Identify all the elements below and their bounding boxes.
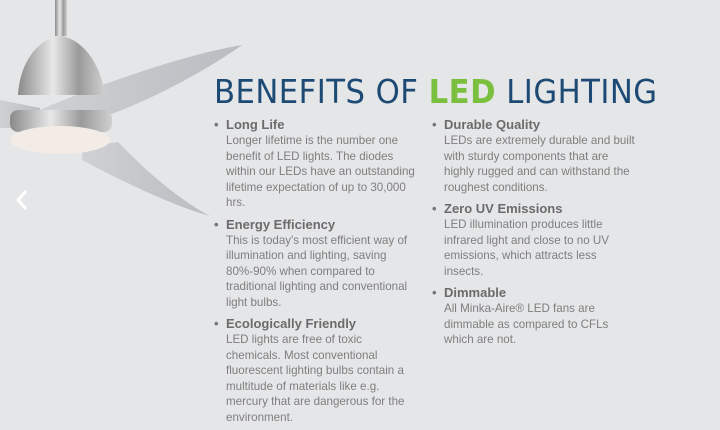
benefit-heading: Zero UV Emissions — [432, 200, 637, 217]
chevron-left-icon — [15, 190, 28, 210]
title-suffix: LIGHTING — [496, 72, 658, 111]
ceiling-fan-image — [0, 0, 242, 216]
benefit-text: LEDs are extremely durable and built wit… — [444, 134, 635, 194]
benefit-heading: Durable Quality — [432, 116, 637, 133]
benefit-text: All Minka-Aire® LED fans are dimmable as… — [444, 302, 609, 346]
benefit-text: LED illumination produces little infrare… — [444, 218, 609, 278]
benefit-heading: Energy Efficiency — [214, 216, 419, 233]
benefit-heading: Long Life — [214, 116, 419, 133]
benefit-text: This is today's most efficient way of il… — [226, 233, 408, 309]
page-title: BENEFITS OF LED LIGHTING — [214, 72, 658, 111]
benefit-heading: Dimmable — [432, 284, 637, 301]
benefit-text: LED lights are free of toxic chemicals. … — [226, 333, 405, 424]
benefit-heading: Ecologically Friendly — [214, 315, 419, 332]
carousel-prev-button[interactable] — [12, 186, 32, 214]
title-prefix: BENEFITS OF — [214, 72, 429, 111]
benefit-text: Longer lifetime is the number one benefi… — [226, 134, 415, 209]
title-highlight: LED — [428, 72, 497, 111]
